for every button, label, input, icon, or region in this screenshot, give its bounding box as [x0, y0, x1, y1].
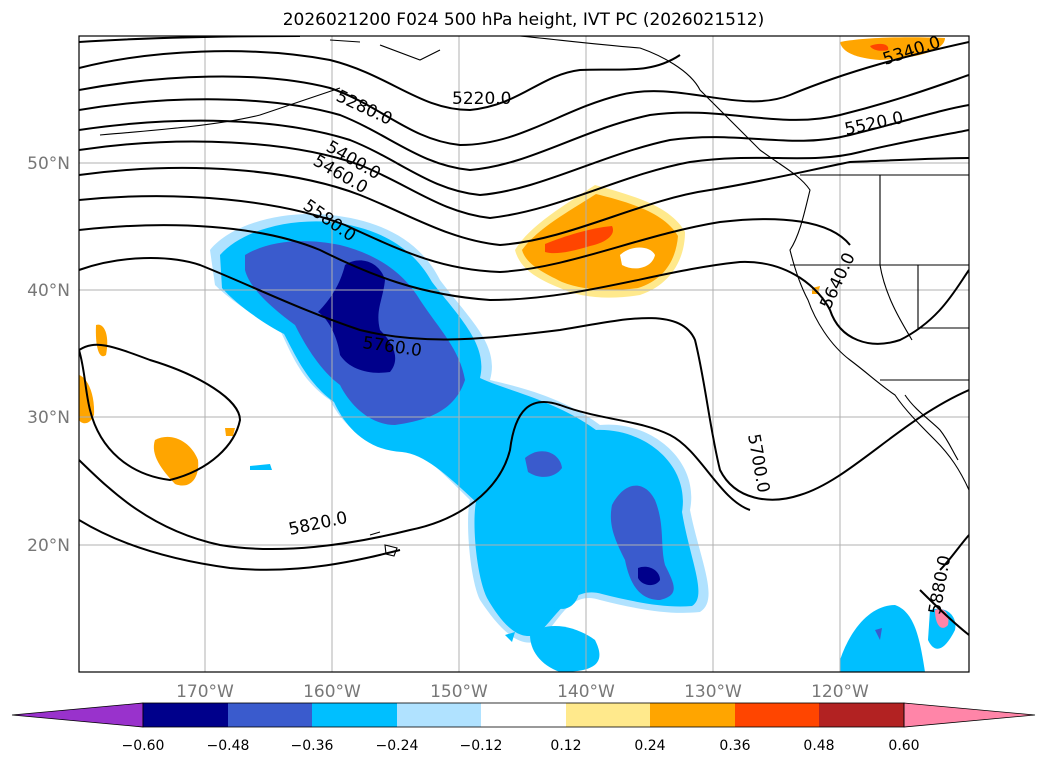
- colorbar-seg-1: [143, 703, 228, 727]
- colorbar-tick-10: 0.60: [888, 738, 919, 754]
- colorbar-seg-8: [735, 703, 819, 727]
- colorbar-tick-8: 0.36: [719, 738, 750, 754]
- ivt-orange-west-3: [95, 324, 108, 357]
- contour-label-5220: 5220.0: [452, 89, 511, 109]
- colorbar-seg-3: [312, 703, 397, 727]
- colorbar-seg-7: [650, 703, 735, 727]
- graticule: [79, 36, 969, 672]
- colorbar-tick-2: −0.48: [207, 738, 250, 754]
- ivt-red-north: [870, 43, 889, 51]
- ivt-south-blob-2: [530, 625, 600, 672]
- colorbar-tick-1: −0.60: [122, 738, 165, 754]
- colorbar-tick-5: −0.12: [460, 738, 503, 754]
- longitude-labels: 170°W 160°W 150°W 140°W 130°W 120°W: [176, 682, 869, 702]
- ivt-dark-blue-core: [318, 260, 396, 373]
- colorbar-seg-9: [819, 703, 904, 727]
- ivt-mid-blue-patch: [525, 451, 562, 477]
- colorbar-tick-9: 0.48: [803, 738, 834, 754]
- lat-label-20n: 20°N: [27, 536, 70, 556]
- ivt-west-blob: [250, 464, 272, 470]
- lon-label-130w: 130°W: [684, 682, 742, 702]
- colorbar-tick-7: 0.24: [634, 738, 665, 754]
- colorbar-seg-5: [481, 703, 566, 727]
- colorbar-seg-2: [228, 703, 312, 727]
- lat-label-30n: 30°N: [27, 408, 70, 428]
- colorbar-tick-6: 0.12: [550, 738, 581, 754]
- ivt-orange-west: [153, 436, 199, 486]
- ivt-white-hole: [620, 247, 655, 269]
- colorbar: −0.60 −0.48 −0.36 −0.24 −0.12 0.12 0.24 …: [11, 702, 1036, 754]
- ivt-dark-blue-south: [638, 566, 660, 586]
- lon-label-170w: 170°W: [176, 682, 234, 702]
- colorbar-extend-right: [903, 702, 1036, 728]
- colorbar-seg-4: [397, 703, 481, 727]
- lat-label-50n: 50°N: [27, 154, 70, 174]
- ivt-south-blob-3: [505, 632, 515, 642]
- ivt-red-nepac: [545, 226, 614, 254]
- colorbar-extend-left: [11, 702, 144, 728]
- coastlines: [99, 36, 969, 557]
- lon-label-140w: 140°W: [557, 682, 615, 702]
- lat-label-40n: 40°N: [27, 281, 70, 301]
- plot-frame: [78, 35, 970, 673]
- ivt-yellow-dot: [225, 428, 235, 436]
- map-title: 2026021200 F024 500 hPa height, IVT PC (…: [282, 10, 765, 30]
- ivt-mid-blue-south: [610, 485, 674, 600]
- lon-label-150w: 150°W: [430, 682, 488, 702]
- ivt-east-blob: [840, 605, 925, 672]
- latitude-labels: 50°N 40°N 30°N 20°N: [27, 154, 70, 556]
- colorbar-tick-4: −0.24: [376, 738, 419, 754]
- lon-label-160w: 160°W: [303, 682, 361, 702]
- colorbar-seg-6: [566, 703, 650, 727]
- colorbar-tick-3: −0.36: [291, 738, 334, 754]
- height-contours: [79, 36, 969, 636]
- ivt-mid-blue-east: [875, 628, 882, 640]
- ivt-south-blob-1: [545, 565, 580, 609]
- lon-label-120w: 120°W: [811, 682, 869, 702]
